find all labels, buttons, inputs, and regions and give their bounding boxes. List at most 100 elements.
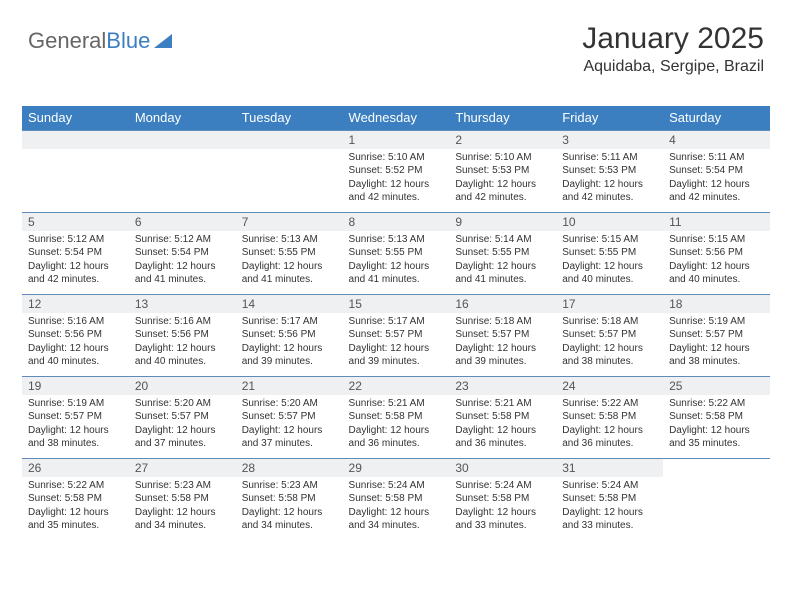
calendar-empty-cell — [663, 458, 770, 540]
day-details: Sunrise: 5:18 AMSunset: 5:57 PMDaylight:… — [556, 313, 663, 373]
calendar-body: 1Sunrise: 5:10 AMSunset: 5:52 PMDaylight… — [22, 130, 770, 540]
calendar-header-saturday: Saturday — [663, 106, 770, 130]
day-number: 16 — [449, 295, 556, 313]
calendar-day-cell: 20Sunrise: 5:20 AMSunset: 5:57 PMDayligh… — [129, 376, 236, 458]
day-number: 30 — [449, 459, 556, 477]
calendar-day-cell: 7Sunrise: 5:13 AMSunset: 5:55 PMDaylight… — [236, 212, 343, 294]
calendar-day-cell: 16Sunrise: 5:18 AMSunset: 5:57 PMDayligh… — [449, 294, 556, 376]
calendar-day-cell: 17Sunrise: 5:18 AMSunset: 5:57 PMDayligh… — [556, 294, 663, 376]
logo-text-blue: Blue — [106, 28, 150, 54]
calendar-table: SundayMondayTuesdayWednesdayThursdayFrid… — [22, 106, 770, 540]
day-number: 27 — [129, 459, 236, 477]
calendar-day-cell: 28Sunrise: 5:23 AMSunset: 5:58 PMDayligh… — [236, 458, 343, 540]
day-number: 21 — [236, 377, 343, 395]
day-number: 22 — [343, 377, 450, 395]
day-details: Sunrise: 5:24 AMSunset: 5:58 PMDaylight:… — [343, 477, 450, 537]
day-number: 6 — [129, 213, 236, 231]
calendar-day-cell: 22Sunrise: 5:21 AMSunset: 5:58 PMDayligh… — [343, 376, 450, 458]
calendar-day-cell: 8Sunrise: 5:13 AMSunset: 5:55 PMDaylight… — [343, 212, 450, 294]
day-details: Sunrise: 5:18 AMSunset: 5:57 PMDaylight:… — [449, 313, 556, 373]
month-title: January 2025 — [582, 22, 764, 56]
calendar-week-row: 5Sunrise: 5:12 AMSunset: 5:54 PMDaylight… — [22, 212, 770, 294]
day-number: 26 — [22, 459, 129, 477]
calendar-header-tuesday: Tuesday — [236, 106, 343, 130]
logo-text-general: General — [28, 28, 106, 54]
day-details: Sunrise: 5:10 AMSunset: 5:53 PMDaylight:… — [449, 149, 556, 209]
day-number: 24 — [556, 377, 663, 395]
day-number: 20 — [129, 377, 236, 395]
calendar-header-friday: Friday — [556, 106, 663, 130]
calendar-day-cell: 3Sunrise: 5:11 AMSunset: 5:53 PMDaylight… — [556, 130, 663, 212]
day-details: Sunrise: 5:16 AMSunset: 5:56 PMDaylight:… — [129, 313, 236, 373]
day-number: 19 — [22, 377, 129, 395]
calendar-day-cell: 26Sunrise: 5:22 AMSunset: 5:58 PMDayligh… — [22, 458, 129, 540]
calendar-day-cell: 30Sunrise: 5:24 AMSunset: 5:58 PMDayligh… — [449, 458, 556, 540]
day-number: 2 — [449, 131, 556, 149]
calendar-week-row: 1Sunrise: 5:10 AMSunset: 5:52 PMDaylight… — [22, 130, 770, 212]
calendar-header-sunday: Sunday — [22, 106, 129, 130]
day-details: Sunrise: 5:17 AMSunset: 5:56 PMDaylight:… — [236, 313, 343, 373]
calendar-header-thursday: Thursday — [449, 106, 556, 130]
day-number: 11 — [663, 213, 770, 231]
calendar-day-cell: 2Sunrise: 5:10 AMSunset: 5:53 PMDaylight… — [449, 130, 556, 212]
day-details: Sunrise: 5:24 AMSunset: 5:58 PMDaylight:… — [556, 477, 663, 537]
calendar-week-row: 26Sunrise: 5:22 AMSunset: 5:58 PMDayligh… — [22, 458, 770, 540]
calendar-day-cell: 23Sunrise: 5:21 AMSunset: 5:58 PMDayligh… — [449, 376, 556, 458]
day-number: 13 — [129, 295, 236, 313]
calendar-day-cell: 29Sunrise: 5:24 AMSunset: 5:58 PMDayligh… — [343, 458, 450, 540]
day-number: 31 — [556, 459, 663, 477]
day-number-empty — [22, 131, 129, 149]
day-details: Sunrise: 5:20 AMSunset: 5:57 PMDaylight:… — [236, 395, 343, 455]
calendar-header-wednesday: Wednesday — [343, 106, 450, 130]
day-details: Sunrise: 5:15 AMSunset: 5:55 PMDaylight:… — [556, 231, 663, 291]
day-details: Sunrise: 5:23 AMSunset: 5:58 PMDaylight:… — [236, 477, 343, 537]
day-details: Sunrise: 5:19 AMSunset: 5:57 PMDaylight:… — [663, 313, 770, 373]
day-details: Sunrise: 5:12 AMSunset: 5:54 PMDaylight:… — [22, 231, 129, 291]
calendar-header-monday: Monday — [129, 106, 236, 130]
title-block: January 2025 Aquidaba, Sergipe, Brazil — [582, 22, 764, 76]
calendar-day-cell: 6Sunrise: 5:12 AMSunset: 5:54 PMDaylight… — [129, 212, 236, 294]
day-details: Sunrise: 5:11 AMSunset: 5:54 PMDaylight:… — [663, 149, 770, 209]
day-number: 25 — [663, 377, 770, 395]
day-number-empty — [236, 131, 343, 149]
calendar-day-cell: 13Sunrise: 5:16 AMSunset: 5:56 PMDayligh… — [129, 294, 236, 376]
day-number: 14 — [236, 295, 343, 313]
day-number: 17 — [556, 295, 663, 313]
calendar-day-cell: 10Sunrise: 5:15 AMSunset: 5:55 PMDayligh… — [556, 212, 663, 294]
day-number: 1 — [343, 131, 450, 149]
day-number: 12 — [22, 295, 129, 313]
calendar-empty-cell — [129, 130, 236, 212]
day-details: Sunrise: 5:13 AMSunset: 5:55 PMDaylight:… — [236, 231, 343, 291]
logo-triangle-icon — [154, 34, 172, 48]
calendar-day-cell: 21Sunrise: 5:20 AMSunset: 5:57 PMDayligh… — [236, 376, 343, 458]
day-details: Sunrise: 5:20 AMSunset: 5:57 PMDaylight:… — [129, 395, 236, 455]
day-details: Sunrise: 5:17 AMSunset: 5:57 PMDaylight:… — [343, 313, 450, 373]
day-details: Sunrise: 5:19 AMSunset: 5:57 PMDaylight:… — [22, 395, 129, 455]
calendar-day-cell: 31Sunrise: 5:24 AMSunset: 5:58 PMDayligh… — [556, 458, 663, 540]
day-details: Sunrise: 5:12 AMSunset: 5:54 PMDaylight:… — [129, 231, 236, 291]
logo: GeneralBlue — [28, 28, 172, 54]
calendar-header-row: SundayMondayTuesdayWednesdayThursdayFrid… — [22, 106, 770, 130]
calendar-day-cell: 4Sunrise: 5:11 AMSunset: 5:54 PMDaylight… — [663, 130, 770, 212]
day-details: Sunrise: 5:13 AMSunset: 5:55 PMDaylight:… — [343, 231, 450, 291]
day-details: Sunrise: 5:22 AMSunset: 5:58 PMDaylight:… — [663, 395, 770, 455]
day-number: 7 — [236, 213, 343, 231]
calendar-day-cell: 19Sunrise: 5:19 AMSunset: 5:57 PMDayligh… — [22, 376, 129, 458]
day-number: 10 — [556, 213, 663, 231]
calendar-day-cell: 18Sunrise: 5:19 AMSunset: 5:57 PMDayligh… — [663, 294, 770, 376]
calendar-day-cell: 24Sunrise: 5:22 AMSunset: 5:58 PMDayligh… — [556, 376, 663, 458]
day-details: Sunrise: 5:21 AMSunset: 5:58 PMDaylight:… — [343, 395, 450, 455]
calendar-week-row: 12Sunrise: 5:16 AMSunset: 5:56 PMDayligh… — [22, 294, 770, 376]
day-number: 18 — [663, 295, 770, 313]
calendar-day-cell: 15Sunrise: 5:17 AMSunset: 5:57 PMDayligh… — [343, 294, 450, 376]
day-details: Sunrise: 5:23 AMSunset: 5:58 PMDaylight:… — [129, 477, 236, 537]
day-number-empty — [129, 131, 236, 149]
calendar-empty-cell — [22, 130, 129, 212]
day-number: 28 — [236, 459, 343, 477]
day-number: 5 — [22, 213, 129, 231]
calendar-week-row: 19Sunrise: 5:19 AMSunset: 5:57 PMDayligh… — [22, 376, 770, 458]
day-details: Sunrise: 5:21 AMSunset: 5:58 PMDaylight:… — [449, 395, 556, 455]
calendar-day-cell: 5Sunrise: 5:12 AMSunset: 5:54 PMDaylight… — [22, 212, 129, 294]
calendar-day-cell: 9Sunrise: 5:14 AMSunset: 5:55 PMDaylight… — [449, 212, 556, 294]
day-number: 23 — [449, 377, 556, 395]
